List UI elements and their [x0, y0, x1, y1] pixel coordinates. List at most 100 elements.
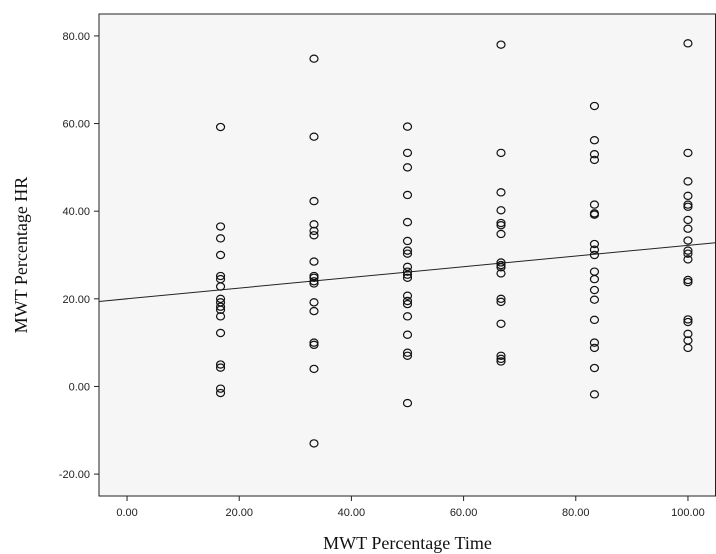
- data-point: [309, 364, 319, 374]
- data-point: [589, 155, 600, 165]
- data-point: [215, 250, 226, 260]
- data-point: [496, 269, 506, 278]
- data-point: [496, 188, 506, 197]
- data-point: [589, 210, 600, 219]
- data-point: [402, 270, 413, 279]
- data-point: [309, 277, 319, 286]
- data-point: [589, 101, 600, 111]
- data-point: [402, 267, 413, 276]
- x-tick-label: 40.00: [338, 507, 366, 519]
- data-point: [402, 299, 413, 309]
- data-point: [683, 224, 693, 233]
- data-point: [683, 39, 693, 48]
- x-axis: 0.00 20.00 40.00 60.00 80.00 100.00: [116, 496, 705, 519]
- data-point: [683, 255, 693, 264]
- data-point: [215, 302, 226, 311]
- data-point: [589, 338, 600, 347]
- data-point: [402, 273, 413, 282]
- data-point: [496, 218, 506, 228]
- data-point: [683, 249, 693, 258]
- data-point: [589, 135, 600, 145]
- data-point: [402, 296, 413, 306]
- data-point: [309, 439, 319, 448]
- data-point: [496, 206, 506, 215]
- x-tick-label: 20.00: [225, 507, 253, 519]
- data-point: [589, 343, 600, 353]
- data-point: [683, 215, 693, 225]
- x-tick-label: 60.00: [450, 507, 478, 519]
- data-point: [589, 200, 600, 209]
- data-point: [496, 229, 506, 239]
- data-point: [683, 275, 693, 285]
- data-point: [402, 163, 413, 172]
- data-point: [589, 315, 600, 325]
- data-point: [309, 231, 319, 240]
- data-point: [215, 328, 226, 338]
- y-tick-label: 20.00: [62, 294, 90, 306]
- data-point: [589, 285, 600, 295]
- x-axis-title: MWT Percentage Time: [323, 533, 492, 553]
- data-point: [215, 388, 226, 398]
- data-point: [215, 305, 226, 314]
- data-point: [683, 148, 693, 158]
- data-point: [589, 250, 600, 260]
- x-tick-label: 100.00: [671, 507, 705, 519]
- data-point: [215, 312, 226, 321]
- data-point: [496, 260, 506, 270]
- data-point: [496, 297, 506, 307]
- data-point: [402, 291, 413, 300]
- data-point: [309, 220, 319, 229]
- data-points: [215, 39, 693, 448]
- data-point: [309, 279, 319, 288]
- y-tick-label: 0.00: [69, 381, 90, 393]
- data-point: [402, 246, 413, 255]
- data-point: [683, 236, 693, 245]
- data-point: [215, 384, 226, 393]
- data-point: [402, 249, 413, 258]
- data-point: [215, 294, 226, 304]
- data-point: [496, 294, 506, 304]
- data-point: [309, 196, 319, 206]
- data-point: [309, 226, 319, 236]
- x-tick-label: 0.00: [116, 507, 137, 519]
- data-point: [496, 354, 506, 364]
- data-point: [309, 306, 319, 316]
- data-point: [402, 330, 413, 339]
- data-point: [683, 329, 693, 339]
- data-point: [402, 348, 413, 357]
- data-point: [589, 245, 600, 254]
- data-point: [402, 122, 413, 131]
- data-point: [496, 357, 506, 366]
- data-point: [215, 363, 226, 372]
- y-axis-title: MWT Percentage HR: [11, 177, 31, 334]
- data-point: [589, 363, 600, 373]
- data-point: [496, 40, 506, 49]
- data-point: [402, 262, 413, 272]
- data-point: [683, 177, 693, 186]
- y-tick-label: 80.00: [62, 31, 90, 43]
- data-point: [683, 191, 693, 201]
- data-point: [589, 390, 600, 399]
- x-tick-label: 80.00: [562, 507, 590, 519]
- data-point: [215, 122, 226, 132]
- y-tick-label: 40.00: [62, 206, 90, 218]
- data-point: [402, 312, 413, 321]
- data-point: [589, 239, 600, 249]
- data-point: [496, 319, 506, 328]
- regression-line: [98, 242, 716, 302]
- data-point: [683, 277, 693, 287]
- data-point: [215, 360, 226, 369]
- data-point: [309, 340, 319, 350]
- data-point: [683, 246, 693, 255]
- data-point: [589, 274, 600, 284]
- data-point: [309, 132, 319, 141]
- data-point: [496, 263, 506, 272]
- data-point: [589, 150, 600, 159]
- data-point: [683, 317, 693, 327]
- data-point: [589, 295, 600, 304]
- data-point: [309, 54, 319, 63]
- data-point: [496, 148, 506, 158]
- data-point: [496, 351, 506, 360]
- y-tick-label: 60.00: [62, 119, 90, 131]
